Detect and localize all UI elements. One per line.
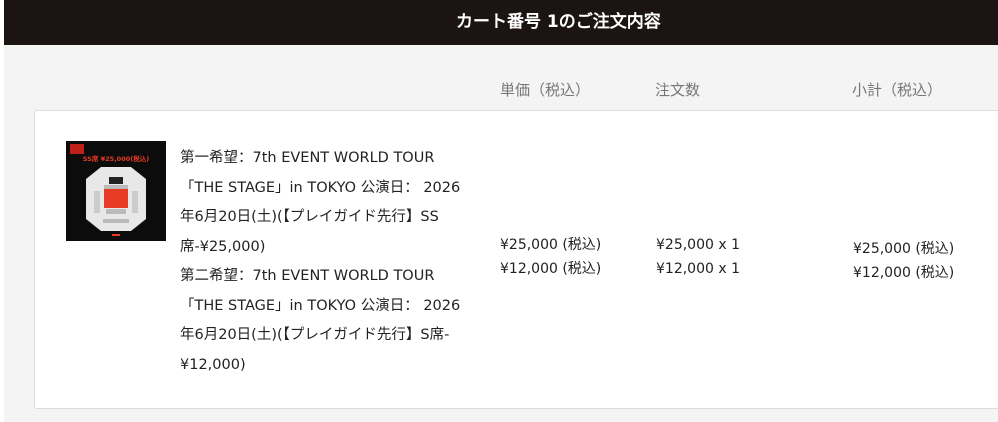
order-section: カート番号 1のご注文内容 単価（税込） 注文数 小計（税込） SS席 ¥25,… xyxy=(4,0,998,422)
logo-mark xyxy=(70,144,84,154)
stage xyxy=(109,177,123,184)
seat-block xyxy=(106,209,126,214)
seat-map-image: SS席 ¥25,000(税込) xyxy=(70,144,149,236)
quantity-list: ¥25,000 x 1 ¥12,000 x 1 xyxy=(656,233,740,281)
seat-block xyxy=(132,191,138,213)
subtotal: ¥25,000 (税込) xyxy=(853,241,955,257)
unit-price-list: ¥25,000 (税込) ¥12,000 (税込) xyxy=(500,233,601,281)
desc-line: 年6月20日(土)(【プレイガイド先行】S席- xyxy=(180,327,450,343)
cart-title: カート番号 1のご注文内容 xyxy=(456,12,661,32)
column-subtotal: 小計（税込） xyxy=(852,81,943,99)
desc-line: 「THE STAGE」in TOKYO 公演日： 2026 xyxy=(180,179,461,196)
ss-seat-block xyxy=(104,189,128,208)
desc-line: ¥12,000) xyxy=(180,356,246,373)
desc-line: 第二希望：7th EVENT WORLD TOUR xyxy=(180,268,435,284)
desc-line: 年6月20日(土)(【プレイガイド先行】SS xyxy=(180,209,439,225)
desc-line: 第一希望：7th EVENT WORLD TOUR xyxy=(180,150,435,166)
column-unit-price: 単価（税込） xyxy=(500,81,591,99)
seat-block xyxy=(103,219,129,223)
desc-line: 席-¥25,000) xyxy=(180,238,266,255)
product-description: 第一希望：7th EVENT WORLD TOUR 「THE STAGE」in … xyxy=(180,144,480,380)
product-thumbnail[interactable]: SS席 ¥25,000(税込) xyxy=(66,141,166,241)
quantity: ¥12,000 x 1 xyxy=(656,261,740,277)
unit-price: ¥12,000 (税込) xyxy=(500,261,602,277)
legend-mark xyxy=(112,234,120,236)
seat-block xyxy=(104,185,128,189)
column-quantity: 注文数 xyxy=(655,81,701,99)
unit-price: ¥25,000 (税込) xyxy=(500,237,602,253)
subtotal: ¥12,000 (税込) xyxy=(853,265,955,281)
quantity: ¥25,000 x 1 xyxy=(656,237,740,253)
desc-line: 「THE STAGE」in TOKYO 公演日： 2026 xyxy=(180,297,461,314)
thumbnail-seat-label: SS席 ¥25,000(税込) xyxy=(83,154,149,163)
subtotal-list: ¥25,000 (税込) ¥12,000 (税込) xyxy=(853,237,954,285)
cart-item: SS席 ¥25,000(税込) 第一希望：7th EVENT WORLD TOU… xyxy=(34,110,998,409)
seat-block xyxy=(94,191,100,213)
cart-header: カート番号 1のご注文内容 xyxy=(4,0,998,45)
